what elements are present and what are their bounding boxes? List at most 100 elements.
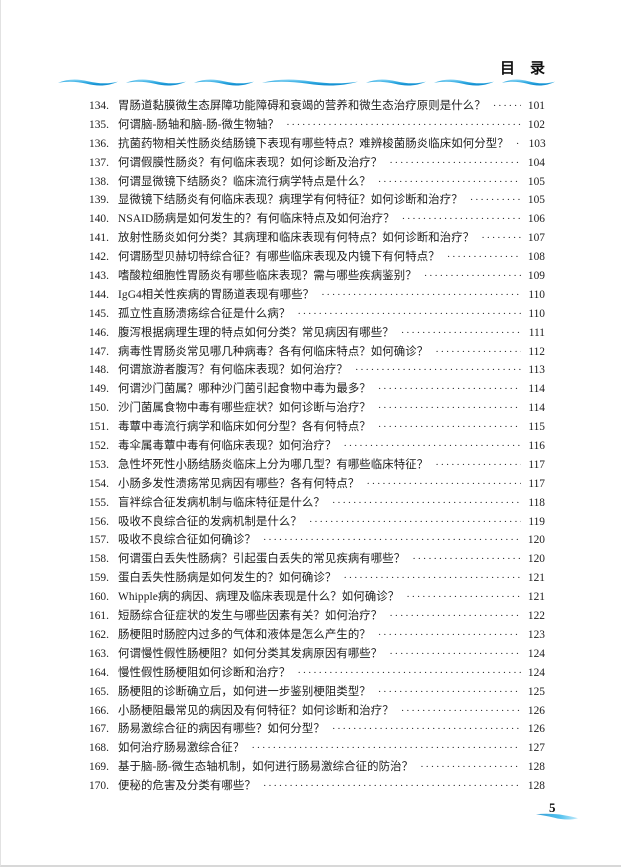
dot-leader [263,777,521,796]
entry-question: 基于脑-肠-微生态轴机制，如何进行肠易激综合征的防治？ [118,761,414,774]
toc-entry-row: 165. 肠梗阻的诊断确立后，如何进一步鉴别梗阻类型？ 125 [89,683,545,702]
toc-entry-row: 166. 小肠梗阻最常见的病因及有何特征？如何诊断和治疗？ 126 [89,702,545,721]
entry-page-number: 120 [527,553,545,566]
entry-number: 143. [89,270,109,283]
entry-page-number: 106 [527,213,545,226]
entry-question: 慢性假性肠梗阻如何诊断和治疗？ [118,666,291,679]
toc-entry-row: 141. 放射性肠炎如何分类？其病理和临床表现有何特点？如何诊断和治疗？ 107 [89,229,545,248]
dot-leader [309,513,521,532]
entry-page-number: 103 [528,137,546,150]
entry-question: 孤立性直肠溃疡综合征是什么病？ [118,307,291,320]
toc-entry-row: 137. 何谓假膜性肠炎？有何临床表现？如何诊断及治疗？ 104 [89,154,545,173]
entry-number: 170. [89,780,109,793]
entry-number: 156. [89,515,109,528]
dot-leader [297,305,521,324]
entry-page-number: 123 [527,628,545,641]
entry-number: 158. [89,553,109,566]
entry-number: 150. [89,402,109,415]
dot-leader [343,437,521,456]
toc-entry-row: 136. 抗菌药物相关性肠炎结肠镜下表现有哪些特点？难辨梭菌肠炎临床如何分型？ … [89,135,546,154]
entry-number: 139. [89,194,109,207]
entry-number: 137. [89,156,109,169]
toc-entry-row: 154. 小肠多发性溃疡常见病因有哪些？各有何特点？ 117 [89,475,545,494]
entry-page-number: 107 [527,232,545,245]
entry-page-number: 117 [528,458,545,471]
dot-leader [435,456,521,475]
folio-page-number: 5 [549,800,556,815]
dot-leader [424,267,521,286]
toc-entry-row: 170. 便秘的危害及分类有哪些？ 128 [89,777,545,796]
dot-leader [470,191,521,210]
entry-question: 病毒性胃肠炎常见哪几种病毒？各有何临床特点？如何确诊？ [118,345,429,358]
entry-number: 164. [89,666,109,679]
entry-page-number: 110 [528,307,545,320]
entry-question: 小肠梗阻最常见的病因及有何特征？如何诊断和治疗？ [118,704,394,717]
dot-leader [321,286,521,305]
entry-page-number: 125 [527,685,545,698]
entry-number: 144. [89,288,109,301]
entry-question: 毒伞属毒蕈中毒有何临床表现？如何治疗？ [118,440,337,453]
dot-leader [435,343,521,362]
entry-page-number: 114 [528,383,545,396]
entry-question: 显微镜下结肠炎有何临床表现？病理学有何特征？如何诊断和治疗？ [118,194,463,207]
dot-leader [406,588,521,607]
entry-page-number: 124 [527,647,545,660]
entry-page-number: 121 [527,572,545,585]
entry-page-number: 117 [528,477,545,490]
entry-number: 157. [89,534,109,547]
entry-page-number: 120 [527,534,545,547]
entry-number: 136. [89,137,109,150]
entry-question: 短肠综合征症状的发生与哪些因素有关？如何治疗？ [118,610,383,623]
dot-leader [332,494,521,513]
entry-number: 166. [89,704,109,717]
header-wave-divider [58,79,555,86]
entry-page-number: 102 [527,118,545,131]
entry-number: 152. [89,440,109,453]
dot-leader [402,210,521,229]
entry-number: 153. [89,458,109,471]
entry-question: 抗菌药物相关性肠炎结肠镜下表现有哪些特点？难辨梭菌肠炎临床如何分型？ [118,137,509,150]
entry-question: 何谓蛋白丢失性肠病？引起蛋白丢失的常见疾病有哪些？ [118,553,406,566]
entry-page-number: 119 [528,515,545,528]
entry-page-number: 115 [528,421,545,434]
entry-number: 141. [89,232,109,245]
entry-question: 何谓旅游者腹泻？有何临床表现？如何治疗？ [118,364,348,377]
entry-question: 急性坏死性小肠结肠炎临床上分为哪几型？有哪些临床特征？ [118,458,429,471]
entry-question: 何谓显微镜下结肠炎？临床流行病学特点是什么？ [118,175,371,188]
toc-entry-row: 147. 病毒性胃肠炎常见哪几种病毒？各有何临床特点？如何确诊？ 112 [89,343,545,362]
toc-entry-row: 161. 短肠综合征症状的发生与哪些因素有关？如何治疗？ 122 [89,607,545,626]
entry-question: 腹泻根据病理生理的特点如何分类？常见病因有哪些？ [118,326,394,339]
entry-page-number: 105 [527,175,545,188]
entry-number: 135. [89,118,109,131]
toc-entry-row: 150. 沙门菌属食物中毒有哪些症状？如何诊断与治疗？ 114 [89,399,545,418]
dot-leader [389,607,521,626]
entry-number: 142. [89,251,109,264]
entry-number: 154. [89,477,109,490]
entry-number: 138. [89,175,109,188]
dot-leader [378,399,521,418]
toc-entry-row: 139. 显微镜下结肠炎有何临床表现？病理学有何特征？如何诊断和治疗？ 105 [89,191,545,210]
entry-page-number: 126 [527,723,545,736]
dot-leader [378,683,521,702]
toc-entry-row: 153. 急性坏死性小肠结肠炎临床上分为哪几型？有哪些临床特征？ 117 [89,456,545,475]
entry-question: 何谓肠型贝赫切特综合征？有哪些临床表现及内镜下有何特点？ [118,251,440,264]
entry-question: 肠梗阻的诊断确立后，如何进一步鉴别梗阻类型？ [118,685,371,698]
dot-leader [401,324,521,343]
entry-page-number: 128 [527,761,545,774]
dot-leader [263,531,521,550]
entry-page-number: 101 [527,100,545,112]
dot-leader [297,664,521,683]
entry-question: 肠梗阻时肠腔内过多的气体和液体是怎么产生的？ [118,628,371,641]
toc-entry-row: 135. 何谓脑-肠轴和脑-肠-微生物轴？ 102 [89,116,545,135]
entry-page-number: 113 [528,364,545,377]
entry-page-number: 111 [528,326,545,339]
toc-entry-row: 169. 基于脑-肠-微生态轴机制，如何进行肠易激综合征的防治？ 128 [89,758,545,777]
entry-number: 148. [89,364,109,377]
toc-entry-row: 149. 何谓沙门菌属？哪种沙门菌引起食物中毒为最多？ 114 [89,380,545,399]
dot-leader [447,248,521,267]
toc-entry-row: 142. 何谓肠型贝赫切特综合征？有哪些临床表现及内镜下有何特点？ 108 [89,248,545,267]
dot-leader [332,720,521,739]
entry-question: 便秘的危害及分类有哪些？ [118,780,256,793]
entry-page-number: 128 [527,780,545,793]
